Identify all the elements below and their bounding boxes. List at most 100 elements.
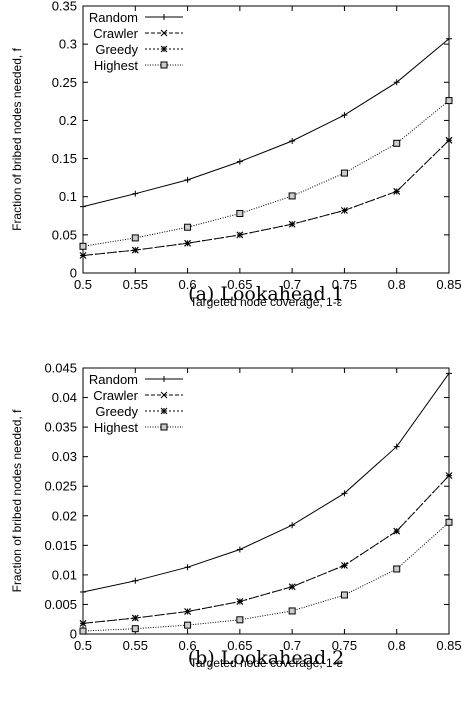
- chart-b-data-point: [80, 589, 86, 596]
- chart-b-data-point: [131, 625, 139, 633]
- chart-a-legend-label: Random: [89, 10, 138, 25]
- chart-a-y-tick-label: 0.3: [59, 37, 77, 52]
- chart-a-data-point: [341, 112, 348, 119]
- chart-b-data-point: [79, 620, 87, 627]
- chart-b-series-crawler: [79, 472, 453, 627]
- chart-b-caption: (b) Lookahead 2: [188, 647, 344, 669]
- chart-a-data-point: [131, 246, 139, 254]
- chart-a-legend-marker: [160, 61, 168, 69]
- chart-b-data-point: [184, 608, 191, 615]
- chart-b-legend-marker: [160, 391, 168, 399]
- chart-a-x-tick-label: 0.55: [123, 277, 148, 292]
- chart-b-y-axis-label: Fraction of bribed nodes needed, f: [10, 409, 24, 592]
- chart-a-y-tick-label: 0: [70, 266, 77, 281]
- chart-a-data-point: [131, 234, 139, 242]
- chart-a-data-point: [184, 223, 192, 231]
- chart-b-x-tick-label: 0.85: [436, 638, 461, 653]
- chart-b-y-tick-label: 0.04: [52, 390, 77, 405]
- chart-a-y-tick-label: 0.2: [59, 113, 77, 128]
- chart-a-data-point: [393, 139, 401, 147]
- chart-a-y-tick-label: 0.1: [59, 189, 77, 204]
- chart-a-x-axis-label: Targeted node coverage, 1-ε: [190, 295, 343, 309]
- chart-a-x-tick-label: 0.75: [332, 277, 357, 292]
- chart-a-data-point: [132, 190, 139, 197]
- chart-a-data-point: [79, 242, 87, 250]
- chart-b-plot-frame: [82, 367, 450, 635]
- chart-b-legend-marker: [161, 376, 167, 382]
- chart-a-caption: (a) Lookahead 1: [188, 283, 344, 305]
- chart-b-x-tick-label: 0.7: [283, 638, 301, 653]
- chart-a-series-random: [80, 35, 452, 210]
- chart-b-data-point: [341, 490, 348, 497]
- chart-b-data-point: [445, 472, 453, 479]
- chart-a-data-point: [236, 158, 243, 165]
- chart-b-legend-marker: [160, 407, 168, 415]
- chart-a-data-point: [80, 203, 86, 210]
- chart-b-y-tick-label: 0.005: [44, 597, 77, 612]
- chart-b-data-point: [393, 565, 401, 573]
- chart-b-data-point: [288, 607, 296, 615]
- chart-b-x-tick-label: 0.55: [123, 638, 148, 653]
- chart-a-data-point: [184, 239, 191, 247]
- chart-b-data-point: [184, 564, 191, 571]
- chart-a-y-axis-label: Fraction of bribed nodes needed, f: [10, 47, 24, 230]
- chart-a-data-point: [289, 138, 296, 145]
- chart-a-data-point: [393, 79, 400, 86]
- chart-a-y-tick-label: 0.15: [52, 151, 77, 166]
- chart-b-data-point: [131, 614, 139, 622]
- chart-b-series-line: [82, 475, 450, 624]
- chart-a-legend-marker: [161, 14, 167, 20]
- chart-a: 0.5 0.55 0.6 0.65 0.7 0.75 0.8 0.85 0 0.05 0.1 0.15…: [10, 0, 462, 309]
- chart-b-series-greedy: [79, 472, 453, 627]
- chart-a-data-point: [445, 97, 453, 105]
- chart-b-legend-label: Highest: [94, 420, 138, 435]
- chart-a-data-point: [341, 207, 348, 214]
- chart-a-series-line: [82, 139, 450, 256]
- chart-a-data-point: [288, 192, 296, 200]
- chart-b-series-line: [82, 521, 450, 632]
- chart-a-data-point: [393, 188, 401, 195]
- chart-b-data-point: [236, 598, 244, 605]
- chart-b-series-line: [82, 373, 450, 593]
- chart-b-x-axis-label: Targeted node coverage, 1-ε: [190, 656, 343, 670]
- chart-b-data-point: [393, 443, 400, 450]
- chart-b-data-point: [132, 577, 139, 584]
- chart-a-y-tick-label: 0.25: [52, 75, 77, 90]
- chart-b-legend-label: Greedy: [95, 404, 138, 419]
- chart-b-y-tick-label: 0.03: [52, 449, 77, 464]
- chart-b-data-point: [446, 370, 452, 377]
- chart-b-series-line: [82, 475, 450, 624]
- chart-b-data-point: [445, 518, 453, 526]
- chart-b-y-tick-label: 0.035: [44, 420, 77, 435]
- chart-a-series-greedy: [79, 136, 453, 259]
- chart-b-data-point: [289, 522, 296, 529]
- chart-b-data-point: [184, 621, 192, 629]
- chart-b-series-random: [80, 370, 452, 596]
- chart-a-data-point: [340, 169, 348, 177]
- chart-b-data-point: [340, 591, 348, 599]
- chart-a-data-point: [445, 136, 453, 144]
- chart-a-data-point: [446, 35, 452, 42]
- chart-a-series-line: [82, 100, 450, 247]
- chart-b-data-point: [79, 627, 87, 635]
- chart-a-legend-label: Greedy: [95, 42, 138, 57]
- chart-a-series-line: [82, 38, 450, 208]
- chart-b-legend-marker: [160, 423, 168, 431]
- chart-a-legend-marker: [160, 45, 168, 53]
- chart-a-legend-marker: [160, 29, 168, 37]
- chart-a-legend-label: Highest: [94, 58, 138, 73]
- chart-a-data-point: [236, 231, 244, 239]
- chart-b-data-point: [236, 616, 244, 624]
- chart-a-x-tick-label: 0.65: [227, 277, 252, 292]
- chart-b-data-point: [236, 546, 243, 553]
- chart-b-data-point: [288, 583, 296, 591]
- chart-b-y-tick-label: 0: [70, 627, 77, 642]
- chart-a-y-tick-label: 0.35: [52, 0, 77, 14]
- chart-b-legend-label: Crawler: [93, 388, 138, 403]
- chart-b-y-tick-label: 0.02: [52, 508, 77, 523]
- chart-b-x-tick-label: 0.75: [332, 638, 357, 653]
- chart-a-data-point: [236, 209, 244, 217]
- chart-b-x-tick-label: 0.6: [179, 638, 197, 653]
- chart-a-x-tick-label: 0.6: [179, 277, 197, 292]
